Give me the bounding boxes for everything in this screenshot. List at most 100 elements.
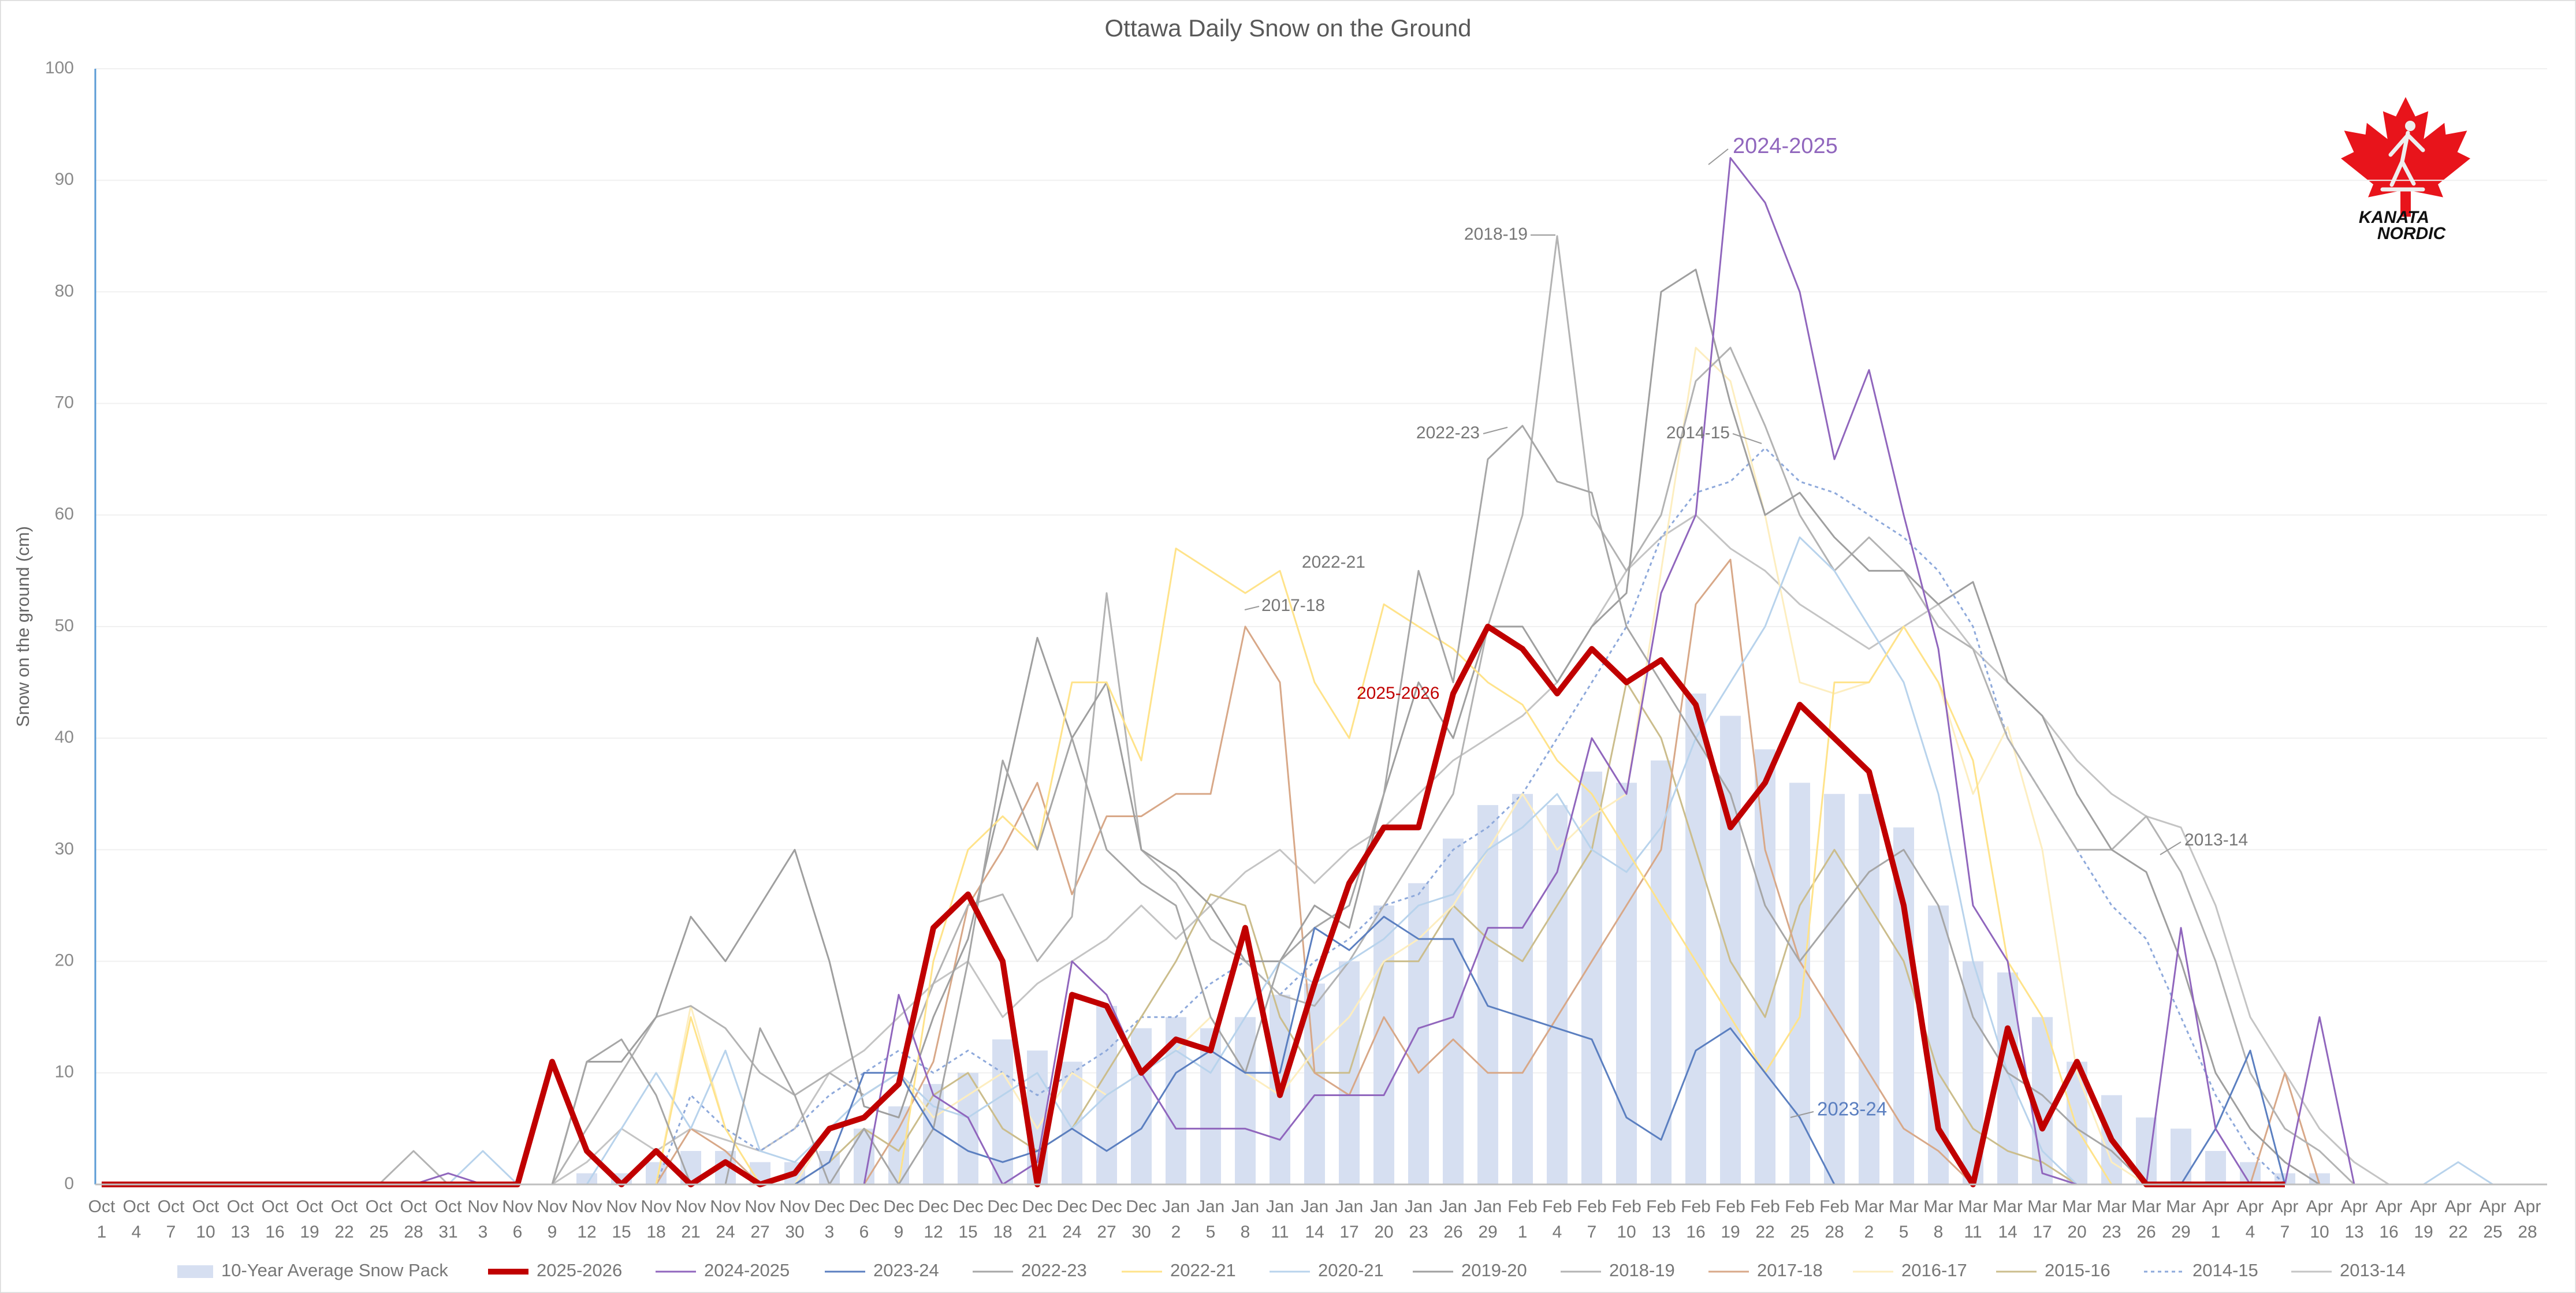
x-tick-label: Oct 10 [192,1197,219,1242]
logo-text: KANATA [2359,208,2429,227]
x-tick-label: Nov 24 [710,1197,741,1242]
annotation: 2023-24 [1817,1098,1887,1120]
legend-label: 2019-20 [1461,1260,1527,1280]
annotation: 2022-23 [1416,423,1480,442]
annotation: 2013-14 [2184,830,2248,849]
x-tick-label: Jan 5 [1196,1197,1225,1242]
bar [1235,1017,1256,1184]
bar [1547,805,1568,1184]
logo-text: NORDIC [2377,224,2447,243]
legend-label: 2022-23 [1021,1260,1087,1280]
x-tick-label: Oct 28 [400,1197,427,1242]
x-tick-label: Jan 11 [1265,1197,1294,1242]
bar [1373,906,1394,1184]
x-tick-label: Feb 1 [1507,1197,1538,1242]
x-tick-label: Jan 26 [1439,1197,1468,1242]
x-tick-label: Apr 16 [2375,1197,2403,1242]
y-tick-label: 40 [55,728,74,747]
bar [1859,793,1879,1184]
skier [2380,121,2425,192]
x-tick-label: Oct 19 [296,1197,323,1242]
annotation-leader [2160,841,2182,855]
bar [1581,772,1602,1184]
x-tick-label: Apr 13 [2340,1197,2368,1242]
x-tick-label: Dec 9 [883,1197,914,1242]
x-tick-label: Feb 4 [1542,1197,1572,1242]
annotation-leader [1244,606,1260,610]
y-axis-label: Snow on the ground (cm) [13,526,33,727]
x-tick-label: Apr 28 [2514,1197,2541,1242]
bar [1720,716,1741,1184]
x-tick-label: Feb 16 [1681,1197,1711,1242]
y-tick-label: 10 [55,1063,74,1082]
x-tick-label: Mar 11 [1958,1197,1988,1242]
x-tick-label: Nov 18 [641,1197,672,1242]
x-tick-label: Oct 13 [226,1197,254,1242]
x-tick-label: Jan 20 [1369,1197,1398,1242]
x-tick-label: Dec 24 [1056,1197,1088,1242]
x-tick-label: Mar 5 [1889,1197,1919,1242]
bar [1443,839,1464,1184]
bar [1512,793,1533,1184]
x-tick-label: Mar 14 [1993,1197,2023,1242]
bar [1755,749,1775,1184]
x-tick-label: Oct 16 [261,1197,289,1242]
x-tick-label: Oct 25 [365,1197,393,1242]
bar [1685,693,1706,1184]
x-tick-label: Feb 13 [1646,1197,1676,1242]
y-tick-label: 90 [55,170,74,189]
x-tick-label: Oct 31 [434,1197,462,1242]
legend-label: 2015-16 [2045,1260,2110,1280]
x-tick-label: Feb 19 [1715,1197,1745,1242]
x-tick-label: Mar 17 [2027,1197,2057,1242]
x-tick-label: Jan 14 [1300,1197,1329,1242]
y-tick-label: 60 [55,505,74,524]
legend-label: 10-Year Average Snow Pack [221,1260,448,1280]
x-tick-label: Feb 28 [1819,1197,1849,1242]
legend-swatch [177,1265,213,1278]
x-tick-label: Dec 3 [814,1197,845,1242]
x-tick-label: Oct 7 [157,1197,185,1242]
bar [854,1128,874,1184]
annotation: 2022-21 [1302,553,1365,572]
annotation-leader [1732,433,1762,444]
x-tick-label: Nov 3 [467,1197,498,1242]
x-tick-label: Mar 23 [2097,1197,2127,1242]
x-tick-label: Apr 10 [2306,1197,2333,1242]
legend-label: 2023-24 [873,1260,939,1280]
x-tick-label: Oct 22 [330,1197,358,1242]
legend-label: 2014-15 [2192,1260,2258,1280]
x-tick-label: Mar 8 [1923,1197,1953,1242]
x-tick-label: Apr 4 [2236,1197,2264,1242]
y-tick-label: 0 [64,1174,74,1193]
annotation-leader [1483,427,1508,434]
x-tick-label: Dec 30 [1126,1197,1157,1242]
y-tick-label: 20 [55,951,74,970]
chart-title: Ottawa Daily Snow on the Ground [1104,14,1471,42]
legend-label: 2017-18 [1757,1260,1823,1280]
x-tick-label: Nov 21 [675,1197,706,1242]
annotation: 2025-2026 [1357,684,1439,703]
x-tick-label: Feb 22 [1750,1197,1780,1242]
x-tick-label: Jan 2 [1162,1197,1190,1242]
legend-label: 2020-21 [1318,1260,1384,1280]
x-tick-label: Mar 29 [2166,1197,2196,1242]
x-tick-label: Nov 30 [779,1197,810,1242]
bar [1408,883,1429,1184]
x-tick-label: Apr 22 [2444,1197,2472,1242]
y-tick-label: 100 [45,58,74,77]
legend-label: 2022-21 [1170,1260,1236,1280]
x-tick-label: Oct 1 [88,1197,116,1242]
bar [1616,782,1637,1184]
annotation: 2024-2025 [1733,134,1838,158]
x-tick-label: Apr 1 [2202,1197,2229,1242]
x-tick-label: Apr 7 [2271,1197,2299,1242]
y-tick-label: 70 [55,393,74,412]
x-tick-label: Jan 29 [1473,1197,1502,1242]
x-tick-label: Nov 15 [606,1197,637,1242]
x-tick-label: Feb 10 [1611,1197,1641,1242]
x-tick-label: Feb 7 [1577,1197,1607,1242]
bar [1651,760,1672,1184]
